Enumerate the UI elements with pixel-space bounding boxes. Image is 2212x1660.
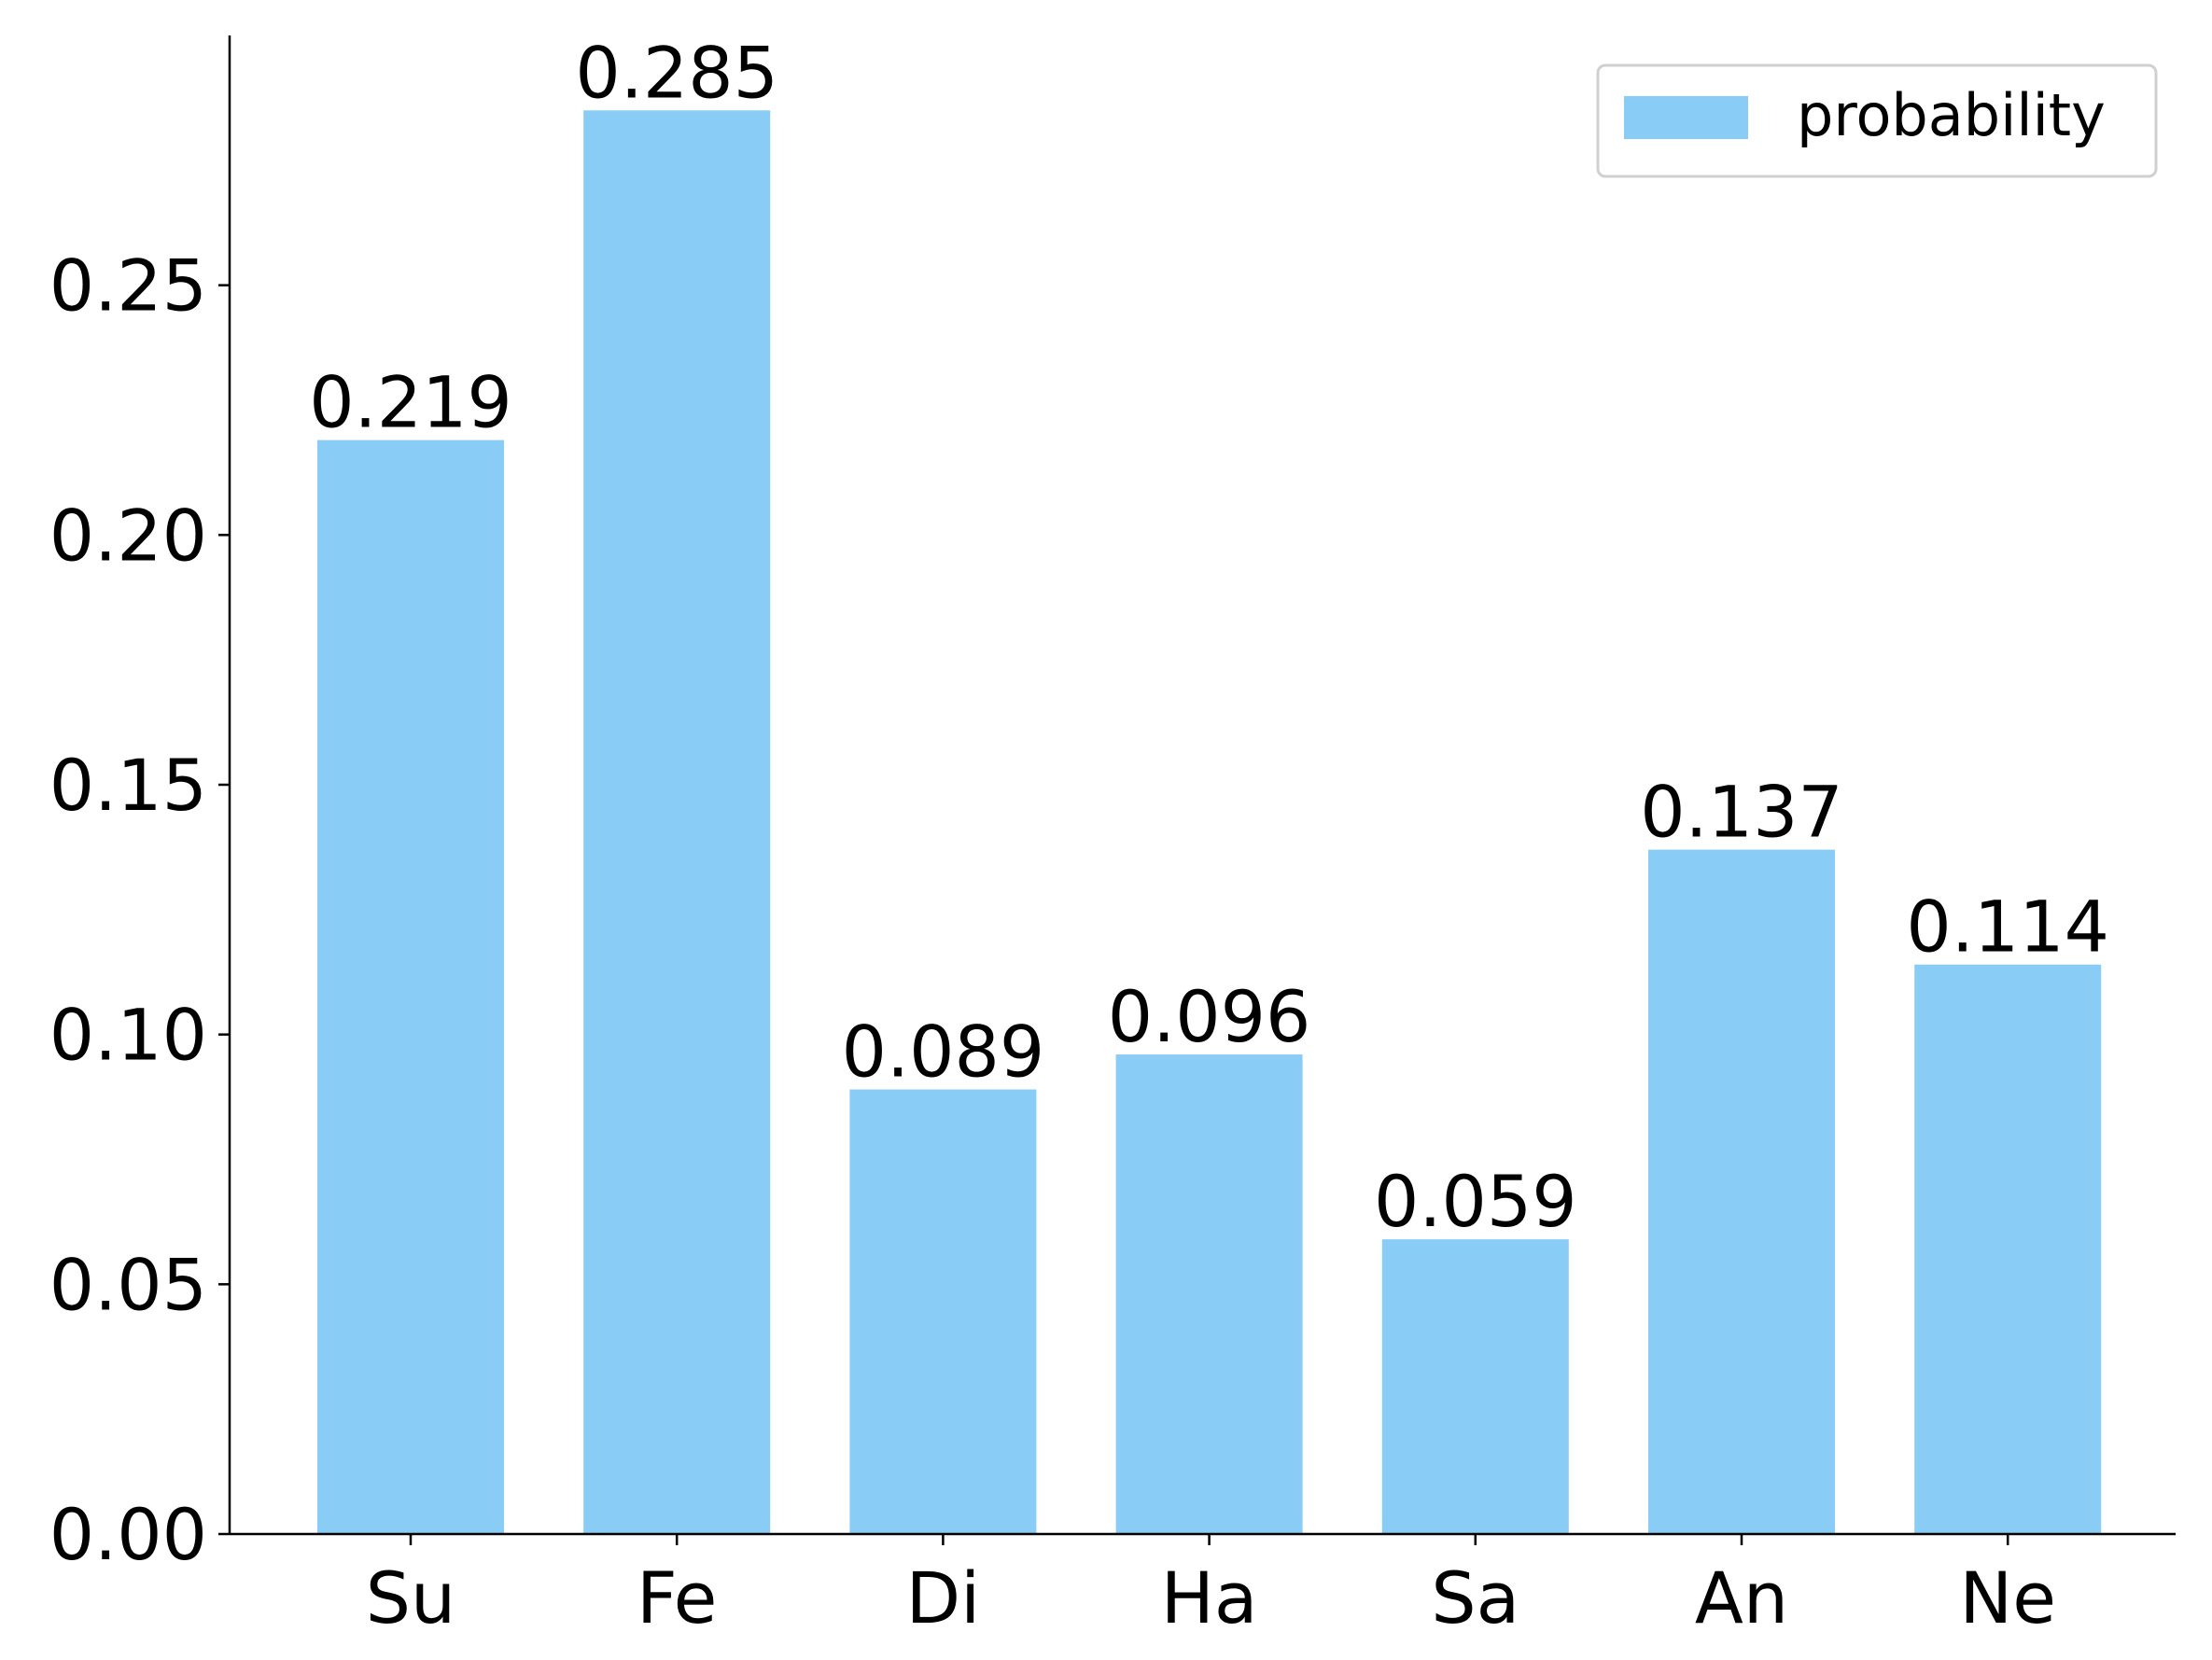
y-tick-label: 0.10 bbox=[49, 994, 207, 1077]
bar-fe bbox=[583, 110, 771, 1534]
x-tick-label: Di bbox=[906, 1556, 981, 1639]
bar-value-label: 0.285 bbox=[575, 31, 778, 114]
x-tick-label: Ha bbox=[1161, 1556, 1258, 1639]
y-tick-label: 0.25 bbox=[49, 244, 207, 328]
bar-di bbox=[849, 1089, 1037, 1534]
y-tick-label: 0.00 bbox=[49, 1493, 207, 1576]
bar-value-label: 0.219 bbox=[309, 361, 512, 444]
bar-an bbox=[1648, 849, 1835, 1534]
bar-value-label: 0.137 bbox=[1640, 771, 1843, 854]
bar-value-label: 0.114 bbox=[1906, 886, 2109, 969]
y-tick-label: 0.20 bbox=[49, 494, 207, 577]
legend-label: probability bbox=[1797, 81, 2106, 149]
x-tick-label: Fe bbox=[637, 1556, 717, 1639]
bar-sa bbox=[1381, 1239, 1569, 1534]
x-tick-label: An bbox=[1695, 1556, 1788, 1639]
legend-frame bbox=[1596, 63, 2158, 178]
data-labels-layer: 0.219 0.285 0.089 0.096 0.059 0.137 0.114 bbox=[309, 31, 2109, 1243]
bars-layer bbox=[317, 110, 2102, 1534]
bar-value-label: 0.096 bbox=[1108, 975, 1311, 1058]
bar-value-label: 0.089 bbox=[842, 1011, 1045, 1094]
x-tick-label: Sa bbox=[1431, 1556, 1519, 1639]
y-tick-label: 0.05 bbox=[49, 1243, 207, 1326]
axes-layer: 0.00 0.05 0.10 0.15 0.20 0.25 Su Fe Di Ha Sa An Ne bbox=[49, 35, 2176, 1639]
bar-ha bbox=[1115, 1054, 1303, 1534]
bar-value-label: 0.059 bbox=[1374, 1160, 1577, 1243]
legend: probability bbox=[1596, 63, 2158, 178]
bar-su bbox=[317, 439, 504, 1534]
x-tick-label: Su bbox=[366, 1556, 455, 1639]
y-tick-label: 0.15 bbox=[49, 744, 207, 827]
legend-swatch bbox=[1624, 96, 1748, 139]
bar-ne bbox=[1914, 964, 2102, 1534]
x-tick-label: Ne bbox=[1959, 1556, 2056, 1639]
